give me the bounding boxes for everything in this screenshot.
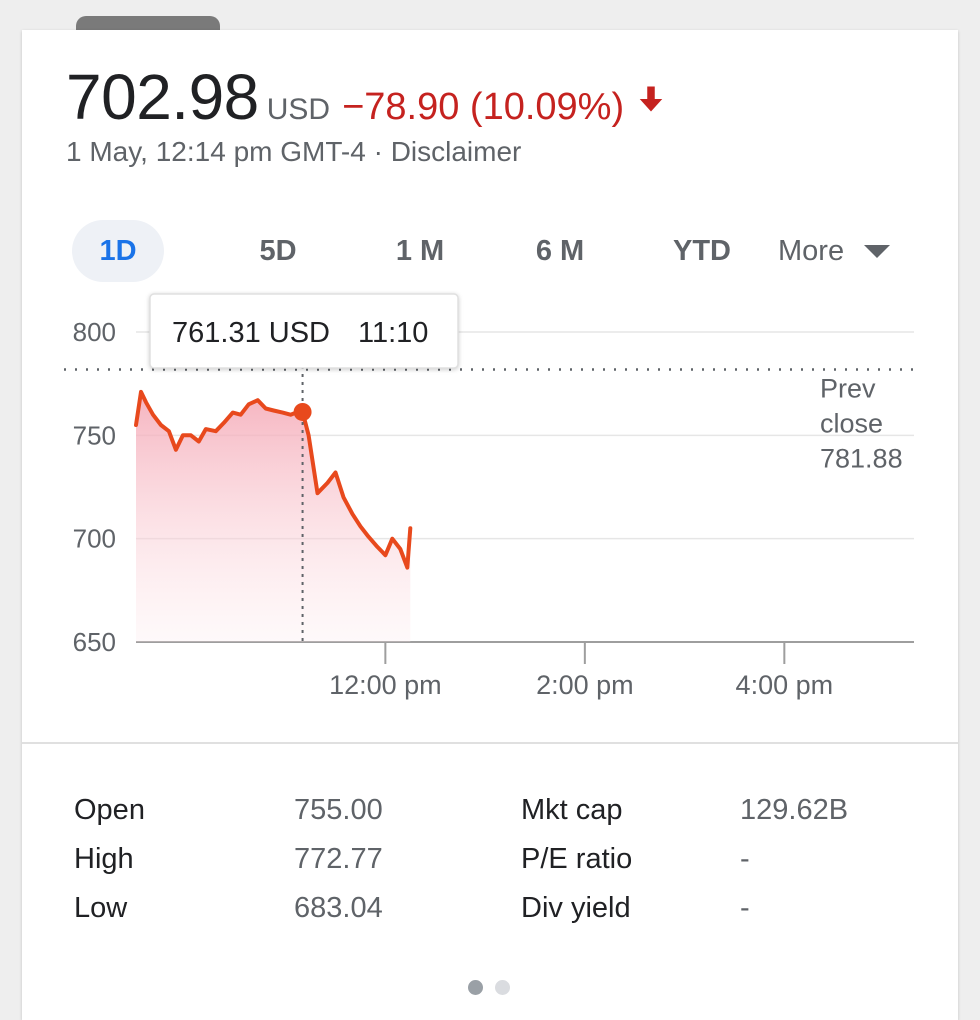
- prev-close-label: Prev: [820, 373, 876, 403]
- stat-label: P/E ratio: [521, 843, 633, 875]
- y-tick-label: 800: [73, 317, 116, 347]
- currency-label: USD: [266, 93, 331, 126]
- tooltip-time: 11:10: [358, 317, 428, 349]
- price-chart[interactable]: 800 750 700 650 12:00 pm 2:00 pm 4:00 pm Prev cl…: [22, 290, 958, 710]
- browser-tab-handle: [76, 16, 220, 30]
- current-price: 702.98: [66, 61, 259, 133]
- price-header: 702.98 USD −78.90 (10.09%): [66, 60, 666, 134]
- stat-label: Div yield: [521, 892, 631, 924]
- stat-value: 755.00: [294, 794, 383, 826]
- arrow-down-icon: [639, 86, 663, 112]
- stat-row: High 772.77 P/E ratio -: [74, 843, 934, 892]
- stat-value: 772.77: [294, 843, 383, 875]
- stock-card: 702.98 USD −78.90 (10.09%) 1 May, 12:14 …: [22, 30, 958, 1020]
- tab-more[interactable]: More: [778, 220, 918, 282]
- divider: [22, 742, 958, 744]
- stat-label: Mkt cap: [521, 794, 623, 826]
- stat-label: Low: [74, 892, 128, 924]
- tooltip-box: [149, 293, 459, 369]
- tooltip-price: 761.31 USD: [172, 317, 330, 349]
- tab-5d[interactable]: 5D: [259, 235, 297, 267]
- page-dot[interactable]: [495, 980, 510, 995]
- range-tabs: 1D 5D 1 M 6 M YTD More: [72, 220, 942, 282]
- tab-more-label: More: [778, 235, 845, 267]
- stat-label: Open: [74, 794, 145, 826]
- x-tick-label: 2:00 pm: [536, 670, 634, 700]
- price-line: [134, 389, 413, 570]
- stat-value: -: [740, 892, 750, 924]
- price-change: −78.90 (10.09%): [342, 86, 625, 128]
- tab-1d[interactable]: 1D: [72, 220, 164, 282]
- stat-label: High: [74, 843, 134, 875]
- hover-marker: [293, 402, 312, 421]
- timestamp-disclaimer[interactable]: 1 May, 12:14 pm GMT-4 · Disclaimer: [66, 136, 522, 167]
- stats-table: Open 755.00 Mkt cap 129.62B High 772.77 …: [74, 794, 934, 941]
- tab-1m[interactable]: 1 M: [395, 235, 445, 267]
- page-dot-active[interactable]: [468, 980, 483, 995]
- price-area: [136, 391, 411, 642]
- stat-row: Low 683.04 Div yield -: [74, 892, 934, 941]
- x-tick-label: 12:00 pm: [329, 670, 442, 700]
- prev-close-label: close: [820, 408, 883, 438]
- caret-down-icon: [864, 244, 891, 258]
- y-tick-label: 700: [73, 524, 116, 554]
- page-indicator: [468, 980, 510, 995]
- y-tick-label: 750: [73, 420, 116, 450]
- prev-close-value: 781.88: [820, 443, 903, 473]
- stat-row: Open 755.00 Mkt cap 129.62B: [74, 794, 934, 843]
- stat-value: 683.04: [294, 892, 383, 924]
- stat-value: 129.62B: [740, 794, 849, 826]
- stat-value: -: [740, 843, 750, 875]
- tab-ytd[interactable]: YTD: [673, 235, 731, 267]
- tab-6m[interactable]: 6 M: [535, 235, 585, 267]
- y-tick-label: 650: [73, 627, 116, 657]
- x-tick-label: 4:00 pm: [736, 670, 834, 700]
